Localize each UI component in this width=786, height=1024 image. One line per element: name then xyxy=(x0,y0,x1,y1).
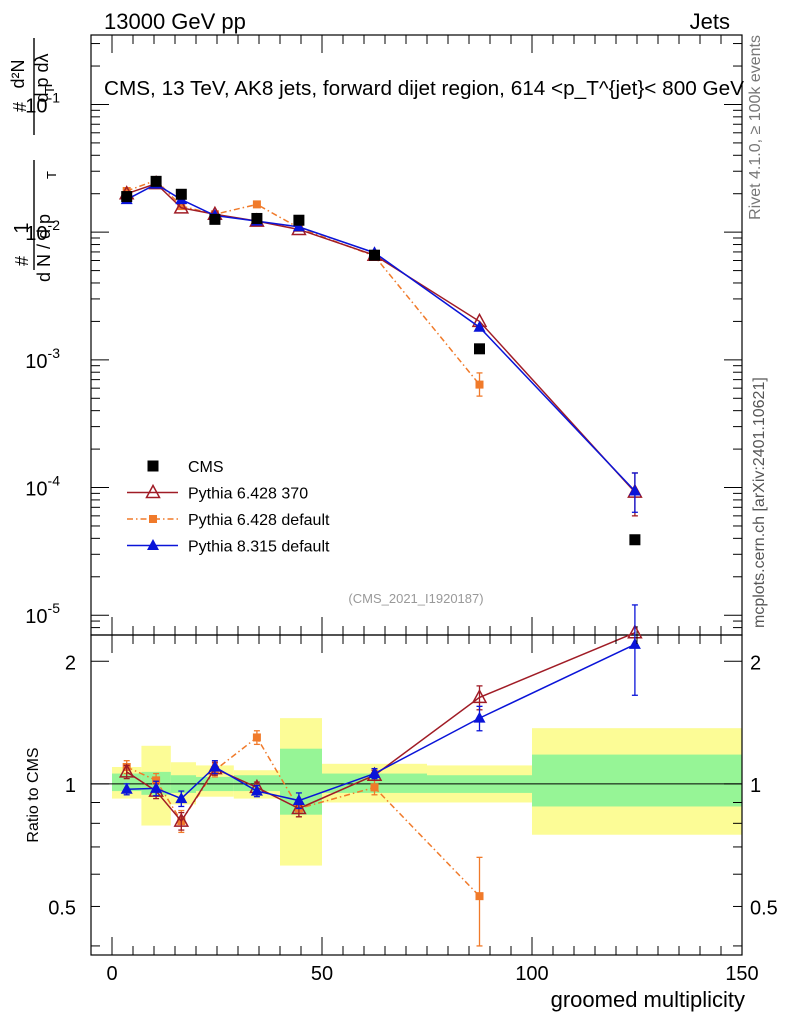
ratio-y-tick-label-right: 2 xyxy=(750,652,761,674)
ratio-point-pythia-8-315-default xyxy=(208,760,221,772)
legend: CMS Pythia 6.428 370 Pythia 6.428 default P… xyxy=(127,459,330,556)
main-point-cms xyxy=(474,343,485,355)
ratio-frame-border xyxy=(90,634,743,956)
legend-entry-pythia-6-428-default: Pythia 6.428 default xyxy=(127,512,330,529)
analysis-id-label: (CMS_2021_I1920187) xyxy=(348,591,483,606)
x-axis-label: groomed multiplicity xyxy=(551,987,745,1012)
ratio-point-pythia-8-315-default xyxy=(628,637,641,649)
legend-label: Pythia 8.315 default xyxy=(188,539,330,556)
ratio-point-pythia-8-315-default xyxy=(175,792,188,804)
ratio-y-tick-label: 1 xyxy=(65,775,76,797)
ratio-point-pythia-6-428-370 xyxy=(291,799,307,815)
ratio-y-ticks: 0.5 0.5 1 1 2 2 xyxy=(48,652,778,947)
main-point-cms xyxy=(121,191,133,203)
legend-entry-cms: CMS xyxy=(147,459,224,476)
x-tick-label: 50 xyxy=(311,963,333,985)
main-point-pythia-6-428-370 xyxy=(173,199,190,214)
main-y-tick-label-exponent: -5 xyxy=(48,600,61,616)
svg-text:d²N: d²N xyxy=(8,59,28,88)
ratio-point-pythia-8-315-default xyxy=(292,794,305,806)
ratio-series-layer xyxy=(118,604,643,947)
main-point-pythia-8-315-default xyxy=(292,220,305,232)
svg-text:T: T xyxy=(44,171,59,179)
legend-marker xyxy=(149,515,157,523)
ratio-band-green xyxy=(532,754,742,807)
main-point-cms xyxy=(150,175,162,187)
main-point-pythia-6-428-default xyxy=(475,380,484,389)
ratio-line-pythia-6-428-default xyxy=(126,736,481,897)
main-point-cms xyxy=(629,534,641,546)
main-point-pythia-6-428-default xyxy=(177,202,186,211)
legend-label: CMS xyxy=(188,459,224,476)
legend-marker xyxy=(147,539,159,550)
legend-marker xyxy=(145,483,161,499)
main-series-cms xyxy=(121,175,641,546)
ratio-x-ticks: 0 50 100 150 xyxy=(106,635,759,985)
ratio-y-tick-label-right: 0.5 xyxy=(750,897,778,919)
svg-text:#: # xyxy=(10,102,30,112)
main-point-cms xyxy=(175,188,187,200)
ratio-point-pythia-8-315-default xyxy=(368,767,381,779)
chart-title: CMS, 13 TeV, AK8 jets, forward dijet reg… xyxy=(104,78,745,100)
ratio-point-pythia-6-428-default xyxy=(370,783,379,792)
main-y-tick-label-exponent: -4 xyxy=(48,473,61,489)
main-y-tick-label-exponent: -3 xyxy=(48,345,61,361)
legend-label: Pythia 6.428 370 xyxy=(188,486,308,503)
rivet-version-label: Rivet 4.1.0, ≥ 100k events xyxy=(747,35,764,220)
ratio-plot-frame xyxy=(90,634,743,956)
ratio-y-tick-label: 2 xyxy=(65,652,76,674)
ratio-point-pythia-6-428-default xyxy=(252,733,261,742)
svg-text:d p dλ: d p dλ xyxy=(32,53,52,102)
mcplots-label: mcplots.cern.ch [arXiv:2401.10621] xyxy=(751,377,768,628)
svg-text:1: 1 xyxy=(11,222,33,233)
ratio-y-axis-label: Ratio to CMS xyxy=(25,747,42,842)
legend-entry-pythia-6-428-370: Pythia 6.428 370 xyxy=(127,483,308,503)
ratio-y-tick-label-right: 1 xyxy=(750,775,761,797)
main-point-pythia-6-428-default xyxy=(252,200,261,209)
main-point-cms xyxy=(293,214,305,226)
main-series-layer xyxy=(118,175,643,546)
ratio-band-green xyxy=(112,773,142,792)
x-tick-label: 0 xyxy=(106,963,117,985)
main-point-pythia-8-315-default xyxy=(473,320,486,332)
legend-label: Pythia 6.428 default xyxy=(188,512,330,529)
svg-text:T: T xyxy=(42,86,57,94)
ratio-point-pythia-6-428-370 xyxy=(471,688,488,704)
ratio-point-pythia-8-315-default xyxy=(150,781,163,793)
ratio-y-tick-label: 0.5 xyxy=(48,897,76,919)
svg-text:d N / d p: d N / d p xyxy=(34,214,54,282)
main-y-tick-label-exponent: -2 xyxy=(48,217,61,233)
legend-marker xyxy=(147,460,159,472)
ratio-point-pythia-8-315-default xyxy=(473,711,486,723)
ratio-point-pythia-6-428-default xyxy=(475,892,484,901)
svg-text:#: # xyxy=(12,256,32,266)
main-point-cms xyxy=(251,212,263,224)
ratio-series-pythia-8-315-default xyxy=(120,604,641,810)
header-beam-label: 13000 GeV pp xyxy=(104,9,246,34)
ratio-point-pythia-6-428-default xyxy=(152,776,161,785)
ratio-point-pythia-6-428-370 xyxy=(118,763,135,778)
x-tick-label: 100 xyxy=(515,963,548,985)
main-y-axis-label: 1 d N / d p T # d²N d p dλ T # xyxy=(8,38,59,282)
header-category-label: Jets xyxy=(690,9,730,34)
ratio-point-pythia-8-315-default xyxy=(120,782,133,794)
main-point-pythia-8-315-default xyxy=(628,484,641,496)
x-tick-label: 150 xyxy=(725,963,758,985)
ratio-point-pythia-6-428-370 xyxy=(173,812,190,827)
legend-entry-pythia-8-315-default: Pythia 8.315 default xyxy=(127,539,330,556)
main-y-tick-label-exponent: -1 xyxy=(48,89,61,105)
ratio-point-pythia-8-315-default xyxy=(250,784,263,796)
main-point-cms xyxy=(369,249,380,261)
main-point-cms xyxy=(209,213,221,225)
main-point-pythia-6-428-default xyxy=(122,187,131,196)
